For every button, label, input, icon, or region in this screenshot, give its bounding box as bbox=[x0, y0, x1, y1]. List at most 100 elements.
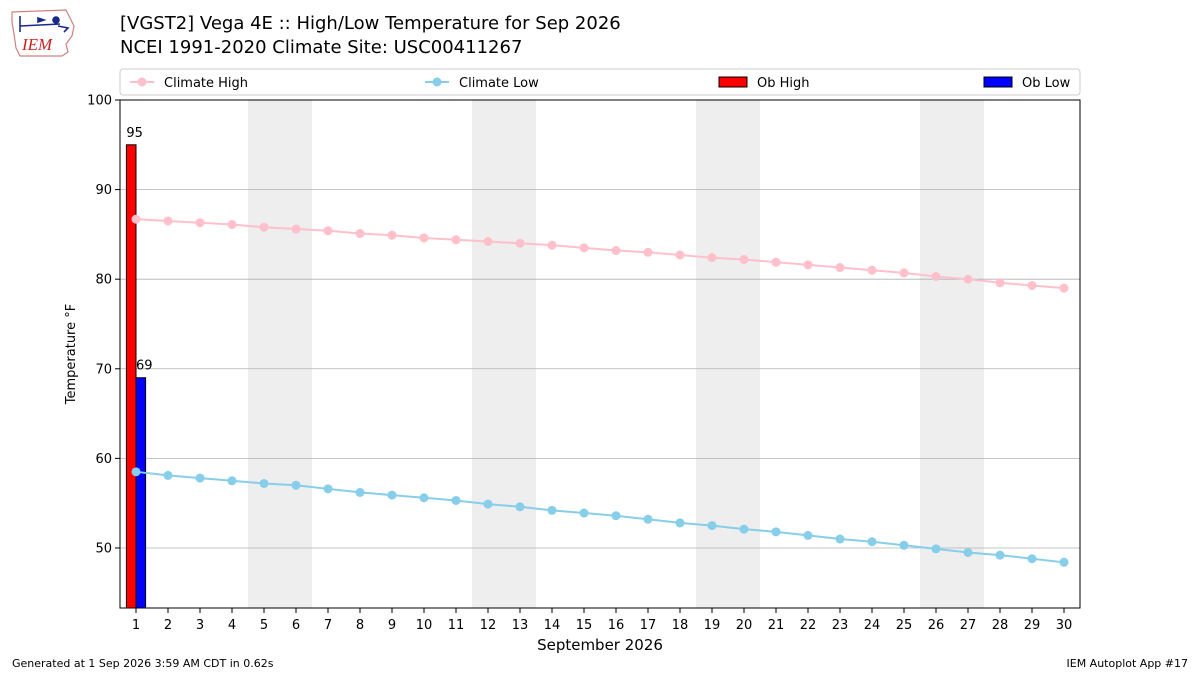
y-axis-label: Temperature °F bbox=[64, 304, 79, 405]
x-tick-label: 5 bbox=[260, 618, 268, 633]
plot-frame bbox=[119, 99, 1081, 609]
climate-low-point bbox=[803, 530, 813, 540]
legend-frame bbox=[119, 68, 1081, 96]
climate-low-point bbox=[419, 493, 429, 503]
x-tick-label: 28 bbox=[992, 618, 1009, 633]
x-tick-label: 21 bbox=[768, 618, 785, 633]
x-tick-label: 27 bbox=[960, 618, 977, 633]
climate-low-point bbox=[611, 511, 621, 521]
ob-high-legend-swatch bbox=[718, 76, 748, 88]
x-tick-label: 1 bbox=[132, 618, 140, 633]
x-axis: 1 2 3 4 5 6 7 8 9 10 11 12 13 14 15 16 17 18 19 20 21 22 23 24 2… bbox=[132, 608, 1072, 633]
x-tick-label: 26 bbox=[928, 618, 945, 633]
climate-high-point bbox=[835, 263, 845, 273]
climate-high-point bbox=[739, 254, 749, 264]
y-tick-label: 50 bbox=[95, 541, 112, 556]
state-outline-shape bbox=[11, 9, 75, 57]
weekend-shade bbox=[472, 100, 536, 608]
ob-low-legend-label: Ob Low bbox=[1022, 76, 1071, 91]
climate-low-point bbox=[963, 547, 973, 557]
x-axis-label: September 2026 bbox=[537, 636, 663, 654]
x-tick-label: 22 bbox=[800, 618, 817, 633]
climate-high-legend-label: Climate High bbox=[164, 76, 248, 91]
climate-low-point bbox=[195, 473, 205, 483]
climate-high-point bbox=[803, 260, 813, 270]
generated-timestamp: Generated at 1 Sep 2026 3:59 AM CDT in 0… bbox=[12, 657, 274, 670]
climate-high-point bbox=[675, 250, 685, 260]
climate-low-point bbox=[835, 534, 845, 544]
climate-high-point bbox=[451, 235, 461, 245]
climate-high-point bbox=[323, 226, 333, 236]
x-tick-label: 4 bbox=[228, 618, 236, 633]
climate-low-point bbox=[387, 490, 397, 500]
climate-high-point bbox=[419, 233, 429, 243]
ob-low-value-label: 69 bbox=[136, 359, 153, 374]
climate-low-line bbox=[135, 470, 1065, 564]
x-tick-label: 16 bbox=[608, 618, 625, 633]
ob-low-legend-swatch bbox=[983, 76, 1013, 88]
climate-high-point bbox=[259, 222, 269, 232]
climate-high-point bbox=[1027, 280, 1037, 290]
climate-low-point bbox=[707, 521, 717, 531]
climate-high-point bbox=[867, 265, 877, 275]
ob-high-legend-label: Ob High bbox=[757, 76, 810, 91]
y-tick-label: 60 bbox=[95, 452, 112, 467]
weekend-shade bbox=[920, 100, 984, 608]
climate-low-legend-marker bbox=[432, 77, 442, 87]
climate-low-point bbox=[931, 544, 941, 554]
climate-low-point bbox=[483, 499, 493, 509]
climate-high-point bbox=[899, 268, 909, 278]
climate-low-point bbox=[643, 514, 653, 524]
climate-high-line bbox=[135, 218, 1065, 290]
chart-title: [VGST2] Vega 4E :: High/Low Temperature … bbox=[120, 13, 621, 34]
x-tick-label: 23 bbox=[832, 618, 849, 633]
climate-low-point bbox=[771, 527, 781, 537]
climate-high-point bbox=[579, 243, 589, 253]
climate-high-point bbox=[515, 238, 525, 248]
climate-high-point bbox=[195, 218, 205, 228]
climate-high-point bbox=[163, 216, 173, 226]
y-tick-label: 100 bbox=[87, 94, 112, 109]
climate-lines bbox=[131, 214, 1069, 567]
climate-high-point bbox=[483, 237, 493, 247]
climate-low-point bbox=[131, 467, 141, 477]
climate-low-point bbox=[547, 505, 557, 515]
x-tick-label: 19 bbox=[704, 618, 721, 633]
x-tick-label: 17 bbox=[640, 618, 657, 633]
climate-high-point bbox=[1059, 283, 1069, 293]
climate-low-point bbox=[579, 508, 589, 518]
climate-low-point bbox=[995, 550, 1005, 560]
climate-low-point bbox=[515, 502, 525, 512]
climate-high-point bbox=[611, 246, 621, 256]
weekend-shade bbox=[248, 100, 312, 608]
x-tick-label: 6 bbox=[292, 618, 300, 633]
climate-high-point bbox=[227, 220, 237, 230]
weekend-shade bbox=[696, 100, 760, 608]
x-tick-label: 30 bbox=[1056, 618, 1073, 633]
x-tick-label: 20 bbox=[736, 618, 753, 633]
climate-high-point bbox=[291, 224, 301, 234]
weather-station-icon bbox=[19, 16, 70, 33]
climate-high-point bbox=[643, 247, 653, 257]
x-tick-label: 29 bbox=[1024, 618, 1041, 633]
x-tick-label: 18 bbox=[672, 618, 689, 633]
x-tick-label: 10 bbox=[416, 618, 433, 633]
app-credit: IEM Autoplot App #17 bbox=[1066, 657, 1189, 670]
logo-text: IEM bbox=[21, 35, 53, 54]
climate-high-legend-marker bbox=[137, 77, 147, 87]
x-tick-label: 24 bbox=[864, 618, 881, 633]
y-tick-label: 70 bbox=[95, 362, 112, 377]
x-tick-label: 7 bbox=[324, 618, 332, 633]
climate-high-point bbox=[707, 253, 717, 263]
x-tick-label: 9 bbox=[388, 618, 396, 633]
x-tick-label: 13 bbox=[512, 618, 529, 633]
x-tick-label: 15 bbox=[576, 618, 593, 633]
climate-high-point bbox=[771, 257, 781, 267]
climate-high-point bbox=[547, 240, 557, 250]
climate-high-point bbox=[387, 230, 397, 240]
x-tick-label: 12 bbox=[480, 618, 497, 633]
ob-high-bar bbox=[125, 144, 137, 609]
climate-high-point bbox=[355, 228, 365, 238]
climate-low-point bbox=[323, 484, 333, 494]
